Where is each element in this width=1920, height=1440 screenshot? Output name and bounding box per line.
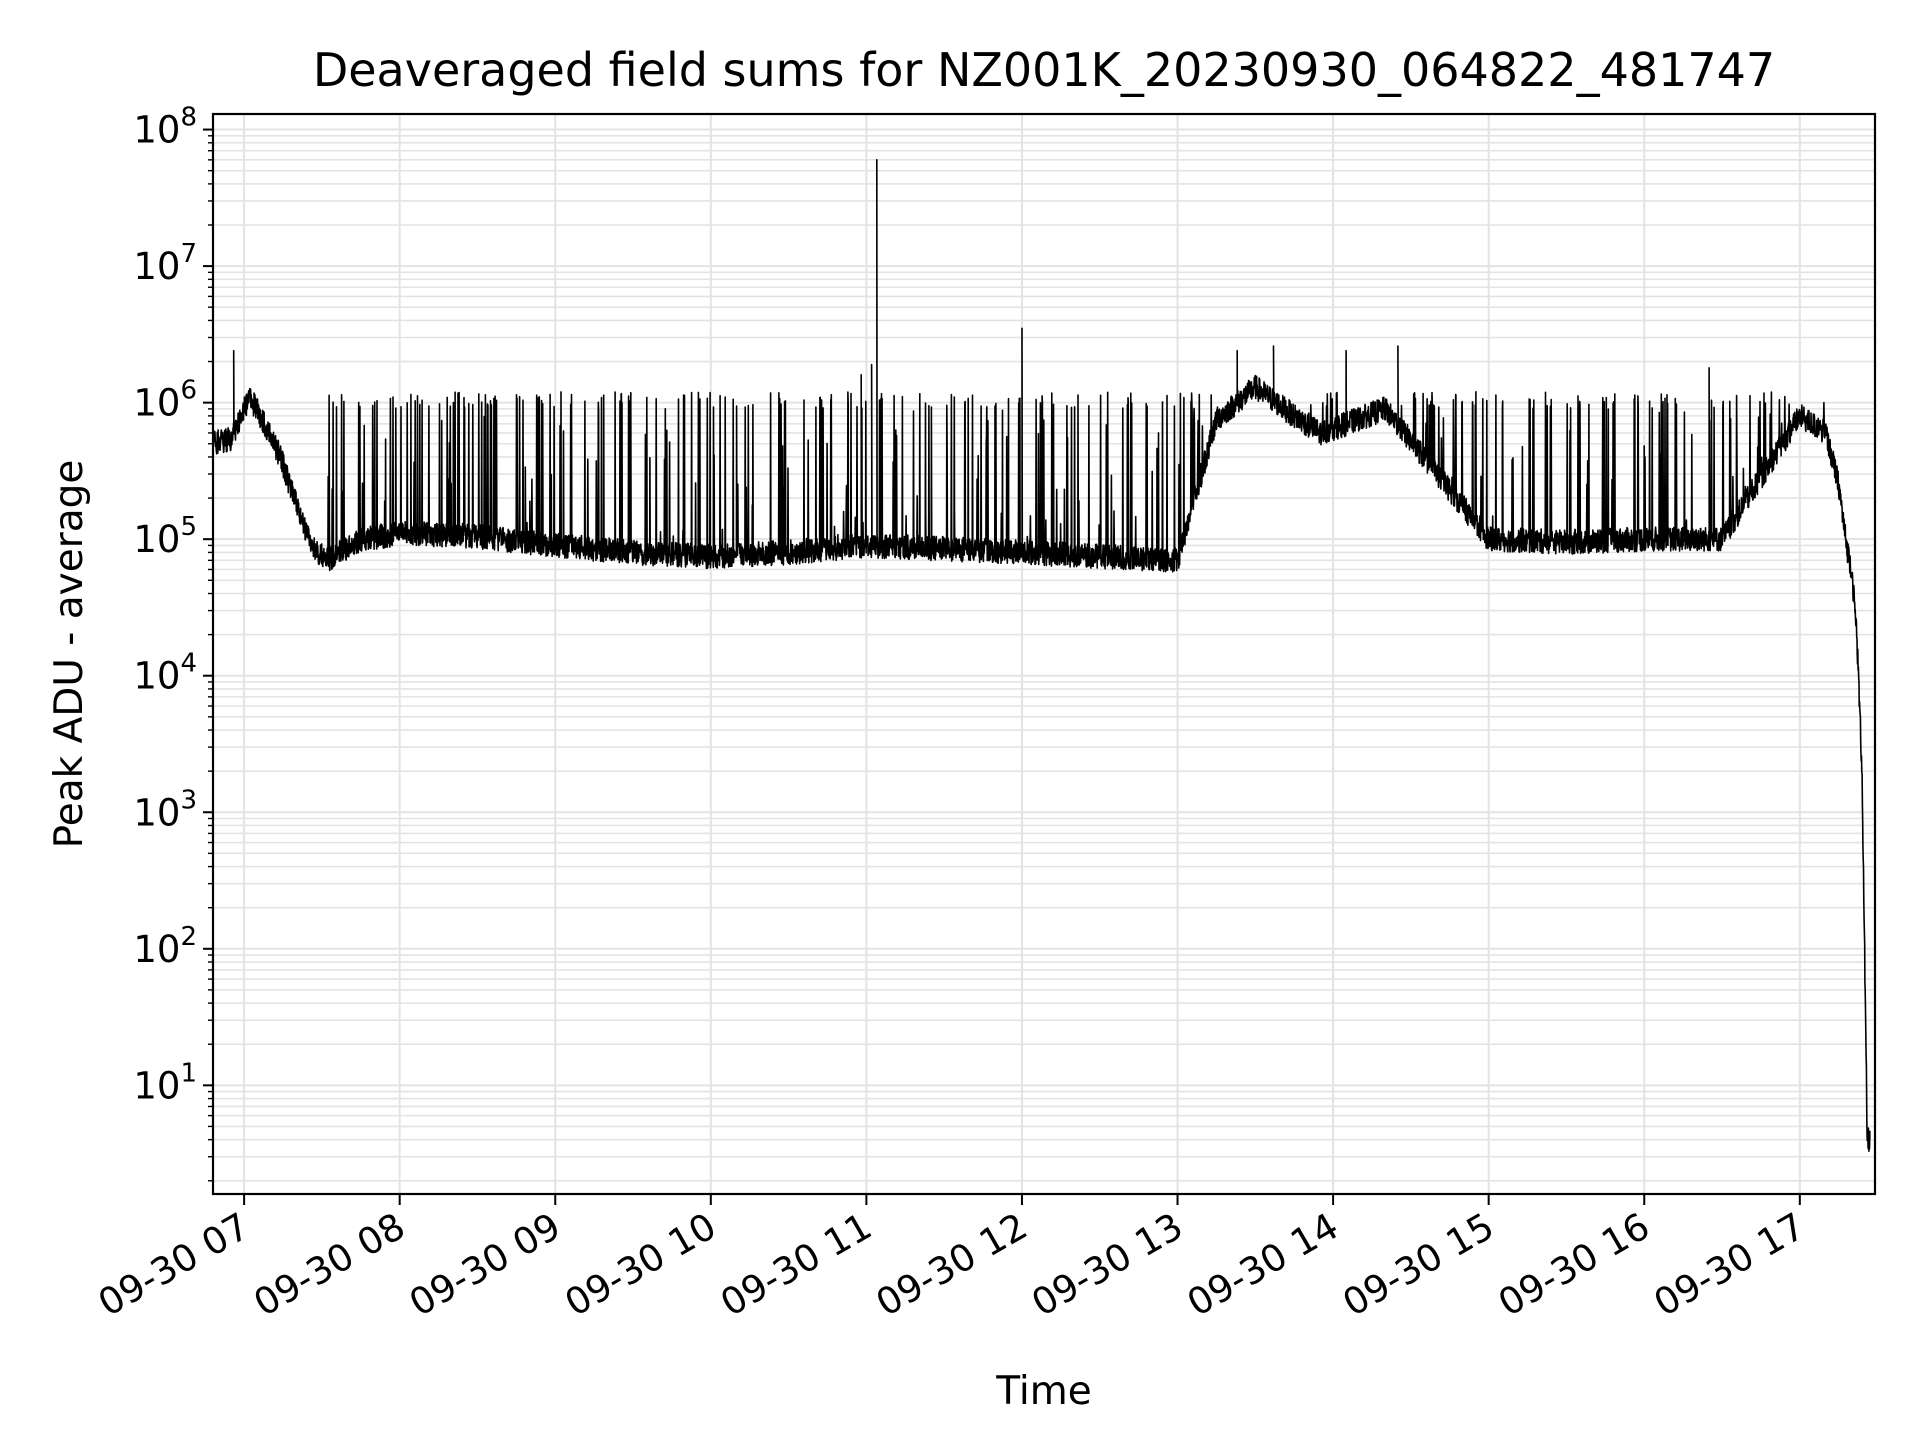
y-tick-label: 102	[133, 922, 197, 971]
y-tick-label: 104	[133, 649, 197, 698]
chart-title: Deaveraged field sums for NZ001K_2023093…	[313, 43, 1775, 97]
y-tick-label: 107	[133, 239, 197, 288]
y-tick-label: 101	[133, 1058, 197, 1107]
y-axis-label: Peak ADU - average	[47, 460, 92, 849]
minor-gridlines	[213, 135, 1875, 1182]
x-axis-label: Time	[995, 1369, 1091, 1414]
y-axis: 101 102 103 104 105 106 107 108	[133, 103, 213, 1182]
y-tick-label: 106	[133, 376, 197, 425]
plot-frame	[211, 112, 1877, 1196]
y-tick-label: 105	[133, 512, 197, 561]
y-tick-label: 103	[133, 785, 197, 834]
plot-series	[212, 159, 1871, 1152]
y-tick-label: 108	[133, 103, 197, 152]
series-line	[212, 159, 1871, 1152]
